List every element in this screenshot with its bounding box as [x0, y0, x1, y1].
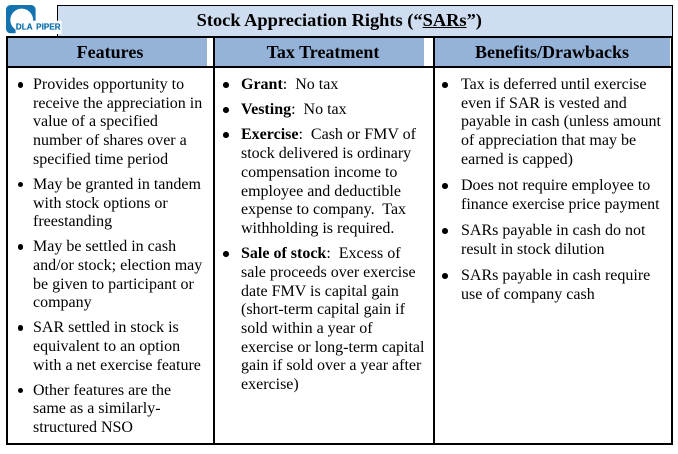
svg-text:DLA PIPER: DLA PIPER — [16, 22, 61, 31]
